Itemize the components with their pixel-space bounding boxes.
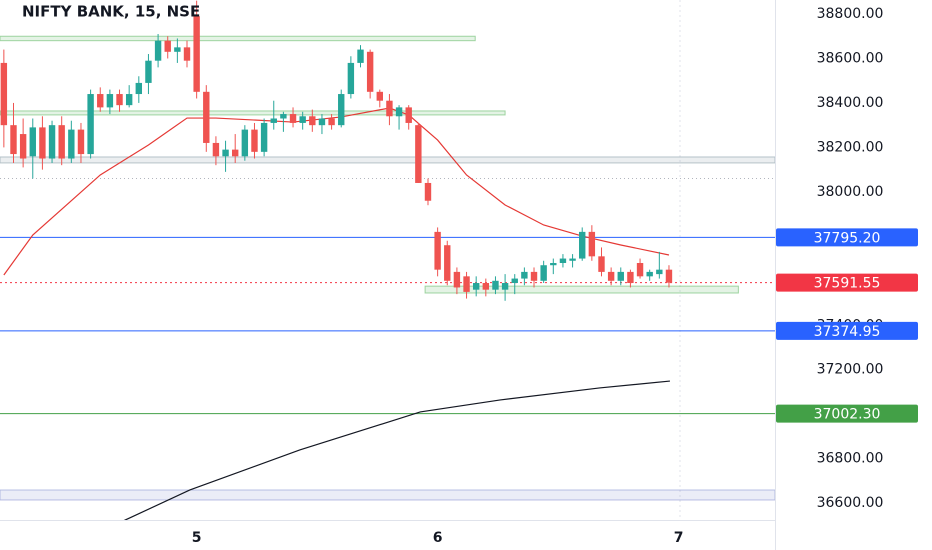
- candle-body: [395, 107, 403, 117]
- candle-body: [511, 278, 518, 284]
- candle-body: [559, 258, 567, 264]
- candle-body: [260, 122, 268, 152]
- candle-body: [607, 271, 615, 281]
- candle-body: [270, 118, 277, 123]
- candle-body: [309, 116, 316, 126]
- candle-body: [579, 231, 586, 259]
- candle-body: [482, 283, 490, 290]
- candle-body: [164, 40, 171, 52]
- candle-body: [338, 94, 345, 126]
- candle-body: [665, 269, 673, 283]
- candle-body: [125, 94, 133, 106]
- candle-body: [415, 125, 422, 183]
- y-tick-label: 38800.00: [817, 6, 884, 22]
- candle-body: [386, 100, 393, 117]
- zone: [0, 110, 506, 116]
- candle-body: [116, 94, 123, 106]
- candle-body: [154, 40, 162, 61]
- candle-body: [521, 271, 528, 279]
- y-tick-label: 38600.00: [817, 50, 884, 66]
- candle-body: [203, 91, 210, 143]
- candle-body: [135, 82, 143, 95]
- chart-title: NIFTY BANK, 15, NSE: [22, 3, 200, 21]
- candle-body: [87, 94, 94, 155]
- y-tick-label: 38000.00: [817, 184, 884, 200]
- zone: [0, 35, 476, 42]
- candle-body: [68, 129, 75, 159]
- candle-body: [39, 127, 46, 159]
- candle-body: [569, 258, 576, 261]
- candle-body: [492, 280, 499, 290]
- candle-body: [280, 114, 287, 119]
- candle-body: [174, 47, 181, 52]
- candle-body: [222, 149, 229, 157]
- candle-body: [145, 60, 152, 83]
- candle-body: [424, 182, 432, 201]
- candle-body: [627, 271, 634, 284]
- zone: [0, 489, 775, 501]
- y-tick-label: 36800.00: [817, 451, 884, 467]
- candle-body: [251, 129, 258, 152]
- y-tick-label: 36600.00: [817, 495, 884, 511]
- candle-body: [550, 263, 557, 266]
- candle-body: [656, 269, 663, 275]
- candle-body: [97, 94, 104, 108]
- y-tick-label: 37200.00: [817, 362, 884, 378]
- candle-body: [29, 127, 36, 157]
- level-label: 37002.30: [814, 407, 881, 423]
- candle-body: [0, 62, 8, 126]
- level-label-box: [776, 228, 918, 247]
- candle-body: [376, 91, 383, 101]
- candle-body: [183, 47, 191, 61]
- level-label-box: [776, 321, 918, 340]
- zone: [424, 285, 739, 294]
- candle-body: [588, 231, 596, 257]
- candle-body: [19, 134, 27, 159]
- candle-body: [463, 276, 470, 292]
- candle-body: [193, 16, 200, 92]
- candle-body: [444, 245, 451, 281]
- x-tick-label: 6: [433, 530, 443, 546]
- zone: [0, 156, 775, 164]
- candle-body: [636, 263, 644, 277]
- candle-body: [212, 142, 220, 157]
- candle-body: [646, 271, 653, 277]
- x-tick-label: 5: [192, 530, 202, 546]
- level-label: 37795.20: [814, 230, 881, 246]
- level-label: 37374.95: [814, 324, 881, 340]
- y-tick-label: 38200.00: [817, 139, 884, 155]
- candle-body: [357, 49, 364, 63]
- candle-body: [289, 114, 297, 123]
- candle-body: [10, 125, 17, 155]
- candle-body: [77, 129, 85, 155]
- candle-body: [318, 118, 326, 126]
- candle-body: [598, 256, 605, 272]
- level-label-box: [776, 273, 918, 292]
- candle-body: [58, 125, 65, 159]
- candle-body: [530, 271, 538, 281]
- candle-body: [347, 62, 355, 95]
- indicator-line: [123, 380, 670, 520]
- plot-area: [0, 0, 775, 520]
- candle-body: [366, 51, 374, 92]
- candle-body: [434, 231, 441, 270]
- level-label: 37591.55: [814, 276, 881, 292]
- candle-body: [48, 125, 56, 159]
- candle-body: [299, 116, 306, 123]
- candle-body: [231, 149, 239, 157]
- x-tick-label: 7: [674, 530, 684, 546]
- candle-body: [540, 265, 547, 281]
- level-label-box: [776, 404, 918, 423]
- candle-body: [501, 283, 509, 290]
- candle-body: [472, 283, 480, 290]
- candle-body: [453, 271, 461, 288]
- candle-body: [405, 107, 412, 123]
- candle-body: [328, 118, 335, 126]
- candle-body: [241, 129, 249, 157]
- candle-body: [617, 271, 624, 281]
- axes: 38800.00 38600.00 38400.00 38200.00 38000.00…: [192, 6, 918, 546]
- y-tick-label: 38400.00: [817, 95, 884, 111]
- candle-body: [106, 94, 114, 108]
